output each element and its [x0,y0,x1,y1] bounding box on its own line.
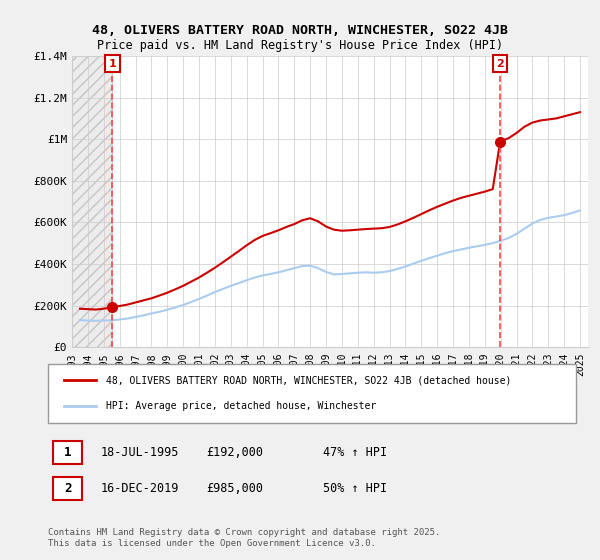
Text: 1: 1 [109,59,116,69]
Text: 16-DEC-2019: 16-DEC-2019 [101,482,179,496]
Text: 48, OLIVERS BATTERY ROAD NORTH, WINCHESTER, SO22 4JB (detached house): 48, OLIVERS BATTERY ROAD NORTH, WINCHEST… [106,375,511,385]
FancyBboxPatch shape [53,441,82,464]
FancyBboxPatch shape [48,364,576,423]
Text: Price paid vs. HM Land Registry's House Price Index (HPI): Price paid vs. HM Land Registry's House … [97,39,503,52]
Bar [72,56,112,347]
FancyBboxPatch shape [53,478,82,500]
Text: £192,000: £192,000 [206,446,263,459]
Text: 2: 2 [496,59,504,69]
Text: 48, OLIVERS BATTERY ROAD NORTH, WINCHESTER, SO22 4JB: 48, OLIVERS BATTERY ROAD NORTH, WINCHEST… [92,24,508,36]
Text: 50% ↑ HPI: 50% ↑ HPI [323,482,386,496]
Text: 1: 1 [64,446,71,459]
Text: 2: 2 [64,482,71,496]
Text: 18-JUL-1995: 18-JUL-1995 [101,446,179,459]
Text: HPI: Average price, detached house, Winchester: HPI: Average price, detached house, Winc… [106,402,376,412]
Text: Contains HM Land Registry data © Crown copyright and database right 2025.
This d: Contains HM Land Registry data © Crown c… [48,528,440,548]
Text: £985,000: £985,000 [206,482,263,496]
Text: 47% ↑ HPI: 47% ↑ HPI [323,446,386,459]
